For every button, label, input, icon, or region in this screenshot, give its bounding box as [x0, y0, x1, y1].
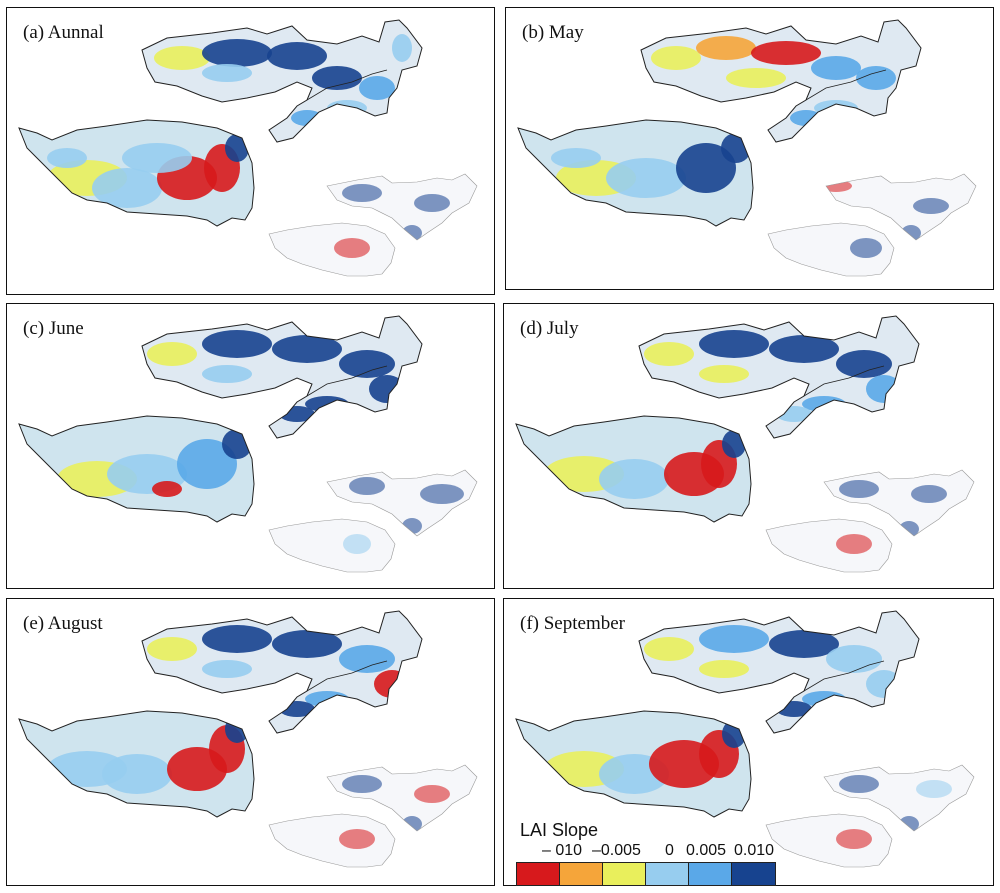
tibetan-plateau — [517, 119, 754, 227]
map-june — [18, 315, 478, 573]
mongolian-plateau-inset — [823, 469, 975, 537]
panel-title: (b) May — [522, 22, 584, 43]
map-may — [517, 19, 977, 277]
mongolian-plateau — [638, 610, 920, 734]
map-panel-september: (f) September — [503, 598, 994, 886]
legend-swatch — [689, 863, 732, 885]
legend-swatch — [732, 863, 775, 885]
tibetan-plateau-inset — [765, 813, 893, 868]
tibetan-plateau-inset — [268, 222, 396, 277]
legend-tick: 0 — [665, 842, 674, 859]
legend-colorbar — [516, 862, 776, 886]
legend: LAI Slope – 010 –0.005 0 0.005 0.010 — [512, 820, 782, 886]
legend-tick: – 010 — [542, 842, 583, 859]
boundary-line — [306, 660, 388, 692]
map-panel-july: (d) July — [503, 303, 994, 589]
legend-swatch — [603, 863, 646, 885]
map-september — [515, 610, 975, 868]
map-panel-annual: (a) Aunnal — [6, 7, 495, 295]
legend-tick: –0.005 — [592, 842, 641, 859]
legend-ticks: – 010 –0.005 0 0.005 0.010 — [512, 842, 782, 860]
boundary-line — [805, 69, 887, 101]
tibetan-plateau — [515, 415, 752, 523]
tibetan-plateau — [515, 710, 752, 818]
panel-title: (a) Aunnal — [23, 22, 104, 43]
tibetan-plateau-inset — [268, 518, 396, 573]
map-annual — [18, 19, 478, 277]
mongolian-plateau — [141, 610, 423, 734]
panel-title: (f) September — [520, 613, 625, 634]
tibetan-plateau-inset — [767, 222, 895, 277]
mongolian-plateau — [638, 315, 920, 439]
panel-title: (d) July — [520, 318, 579, 339]
tibetan-plateau-inset — [268, 813, 396, 868]
map-july — [515, 315, 975, 573]
legend-swatch — [646, 863, 689, 885]
mongolian-plateau-inset — [825, 173, 977, 241]
mongolian-plateau-inset — [326, 173, 478, 241]
map-panel-august: (e) August — [6, 598, 495, 886]
panel-title: (e) August — [23, 613, 103, 634]
mongolian-plateau — [640, 19, 922, 143]
tibetan-plateau — [18, 415, 255, 523]
panel-title: (c) June — [23, 318, 84, 339]
tibetan-plateau — [18, 710, 255, 818]
mongolian-plateau-inset — [326, 469, 478, 537]
legend-title: LAI Slope — [520, 820, 599, 840]
map-panel-june: (c) June — [6, 303, 495, 589]
legend-tick: 0.010 — [734, 842, 775, 859]
mongolian-plateau-inset — [823, 764, 975, 832]
tibetan-plateau — [18, 119, 255, 227]
map-panel-may: (b) May — [505, 7, 994, 290]
legend-swatch — [560, 863, 603, 885]
mongolian-plateau-inset — [326, 764, 478, 832]
boundary-line — [306, 69, 388, 101]
legend-tick: 0.005 — [686, 842, 727, 859]
tibetan-plateau-inset — [765, 518, 893, 573]
boundary-line — [803, 365, 885, 397]
boundary-line — [803, 660, 885, 692]
map-august — [18, 610, 478, 868]
legend-swatch — [517, 863, 560, 885]
boundary-line — [306, 365, 388, 397]
